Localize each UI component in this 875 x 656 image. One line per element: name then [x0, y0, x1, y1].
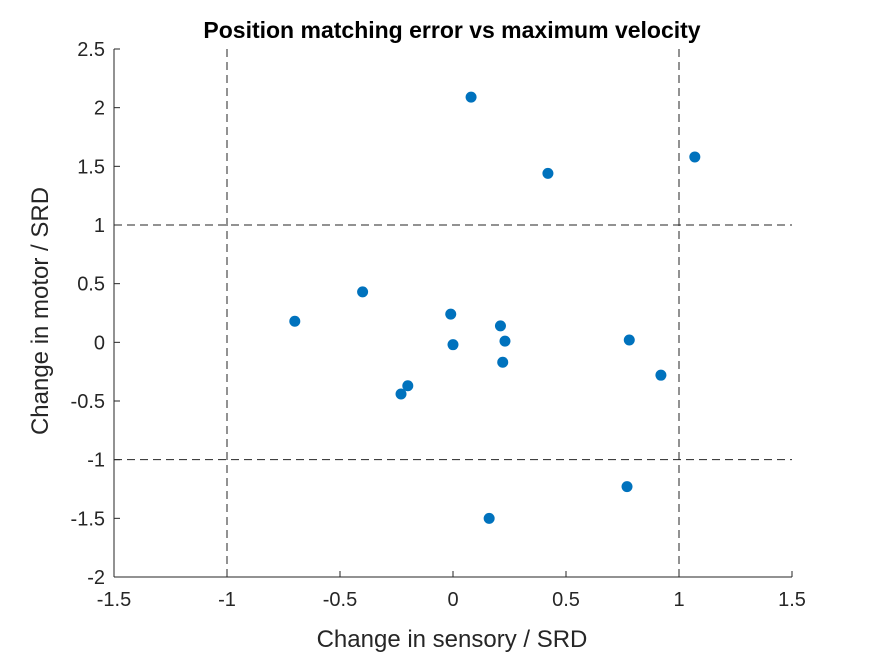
y-tick-label: 1.5 — [77, 156, 105, 178]
y-tick-label: 2.5 — [77, 39, 105, 61]
data-point — [655, 369, 667, 381]
y-tick-label: 0.5 — [77, 274, 105, 296]
x-tick-label: 0.5 — [552, 589, 580, 611]
y-tick-label: 2 — [94, 98, 105, 120]
x-axis-label: Change in sensory / SRD — [317, 626, 588, 653]
data-point — [542, 167, 554, 179]
x-tick-label: -1.5 — [97, 589, 131, 611]
data-point — [689, 151, 701, 163]
data-points — [289, 91, 701, 524]
x-tick-label: -0.5 — [323, 589, 357, 611]
y-tick-label: -1 — [87, 450, 105, 472]
y-axis-ticks: -2 -1.5 -1 -0.5 0 0.5 1 1.5 2 2.5 — [71, 39, 120, 589]
x-axis-ticks: -1.5 -1 -0.5 0 0.5 1 1.5 — [97, 571, 806, 611]
data-point — [395, 388, 407, 400]
data-point — [465, 91, 477, 103]
x-tick-label: 0 — [447, 589, 458, 611]
x-tick-label: 1 — [673, 589, 684, 611]
data-point — [494, 320, 506, 332]
data-point — [621, 481, 633, 493]
data-point — [497, 356, 509, 368]
data-point — [445, 308, 457, 320]
x-tick-label: -1 — [218, 589, 236, 611]
data-point — [483, 512, 495, 524]
y-tick-label: -2 — [87, 567, 105, 589]
y-tick-label: 1 — [94, 215, 105, 237]
data-point — [289, 315, 301, 327]
y-tick-label: 0 — [94, 332, 105, 354]
data-point — [499, 335, 511, 347]
data-point — [623, 334, 635, 346]
chart-title: Position matching error vs maximum veloc… — [203, 17, 700, 43]
data-point — [447, 339, 459, 351]
data-point — [402, 380, 414, 392]
y-tick-label: -1.5 — [71, 508, 105, 530]
y-axis-label: Change in motor / SRD — [27, 187, 54, 435]
reference-lines — [114, 49, 792, 577]
y-tick-label: -0.5 — [71, 391, 105, 413]
x-tick-label: 1.5 — [778, 589, 806, 611]
data-point — [357, 286, 369, 298]
